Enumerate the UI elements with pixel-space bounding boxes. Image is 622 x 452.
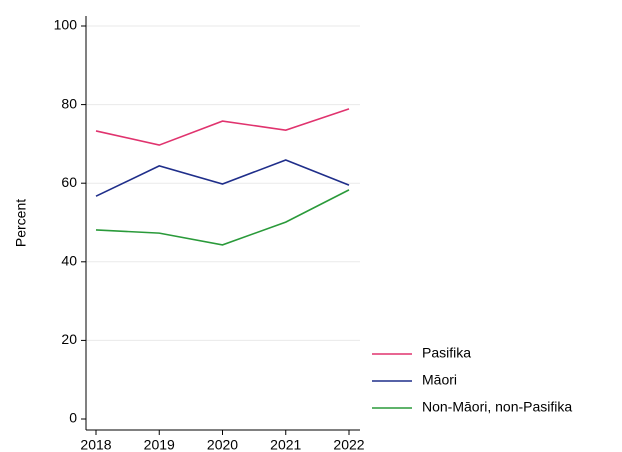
x-tick-label: 2022 <box>333 437 364 452</box>
data-line <box>95 159 350 197</box>
y-tick-label: 100 <box>54 17 78 33</box>
legend-label: Pasifika <box>422 345 471 361</box>
data-line <box>95 108 350 146</box>
y-tick-label: 80 <box>61 95 77 111</box>
y-axis-label: Percent <box>13 199 29 247</box>
x-tick-label: 2019 <box>144 437 175 452</box>
y-tick-label: 60 <box>61 174 77 190</box>
y-tick-label: 20 <box>61 331 77 347</box>
x-tick-label: 2021 <box>270 437 301 452</box>
y-tick-label: 40 <box>61 253 77 269</box>
data-line <box>95 189 350 246</box>
x-tick-label: 2018 <box>80 437 111 452</box>
x-tick-label: 2020 <box>207 437 238 452</box>
legend-label: Non-Māori, non-Pasifika <box>422 399 572 415</box>
y-tick-label: 0 <box>69 410 77 426</box>
legend-label: Māori <box>422 372 457 388</box>
